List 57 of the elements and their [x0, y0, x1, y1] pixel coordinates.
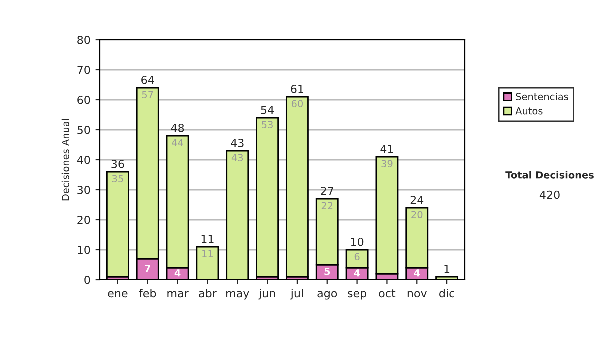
data-label: 4: [414, 270, 420, 277]
x-tick-label: oct: [379, 290, 396, 298]
data-label: 20: [412, 211, 423, 219]
data-label: 60: [292, 100, 303, 108]
total-label: 10: [351, 238, 364, 246]
total-label: 27: [321, 186, 334, 196]
x-tick-label: jul: [290, 289, 304, 300]
x-tick-label: ene: [108, 291, 128, 298]
data-label: 35: [112, 175, 124, 183]
total-label: 43: [231, 138, 244, 148]
data-label: 6: [354, 253, 360, 261]
y-tick-label: 10: [78, 246, 90, 254]
total-label: 24: [410, 196, 424, 204]
bar: [286, 96, 309, 278]
legend-label: Sentencias: [516, 92, 568, 100]
legend-label: Autos: [516, 108, 543, 115]
x-tick-label: may: [226, 291, 250, 300]
total-label: 41: [380, 145, 394, 154]
text: 420: [540, 190, 560, 200]
total-label: 54: [261, 106, 274, 114]
data-label: 39: [382, 160, 393, 168]
total-label: 61: [291, 84, 304, 94]
data-label: 44: [172, 139, 184, 146]
y-tick-label: 40: [77, 156, 90, 164]
data-label: 53: [262, 121, 273, 129]
total-label: 36: [112, 160, 124, 168]
data-label: 5: [324, 268, 330, 276]
text: Total Decisiones: [506, 171, 594, 179]
x-tick-label: jun: [258, 289, 276, 300]
data-label: 7: [145, 265, 150, 272]
total-label: 1: [444, 265, 450, 274]
data-label: 43: [232, 154, 244, 162]
x-tick-label: ago: [318, 291, 338, 300]
data-label: 22: [322, 202, 333, 210]
data-label: 11: [202, 250, 213, 258]
bar: [256, 117, 280, 278]
x-tick-label: sep: [348, 291, 367, 300]
data-label: 4: [174, 270, 181, 277]
y-tick-label: 70: [78, 66, 90, 74]
bar: [106, 171, 130, 278]
y-tick-label: 80: [78, 36, 90, 44]
x-tick-label: abr: [199, 289, 217, 298]
y-axis-title: Decisiones Anual: [62, 119, 70, 201]
x-tick-label: feb: [139, 289, 156, 298]
x-tick-label: nov: [408, 291, 428, 298]
y-tick-label: 30: [78, 186, 90, 194]
total-label: 64: [142, 76, 154, 84]
y-tick-label: 60: [78, 96, 90, 104]
x-tick-label: mar: [168, 291, 189, 298]
x-tick-label: dic: [440, 289, 454, 298]
data-label: 4: [354, 270, 360, 277]
total-label: 48: [171, 124, 184, 132]
y-tick-label: 20: [78, 216, 90, 224]
y-tick-label: 50: [78, 126, 90, 134]
data-label: 57: [142, 91, 154, 99]
y-tick-label: 0: [84, 276, 90, 284]
total-label: 11: [202, 235, 214, 244]
